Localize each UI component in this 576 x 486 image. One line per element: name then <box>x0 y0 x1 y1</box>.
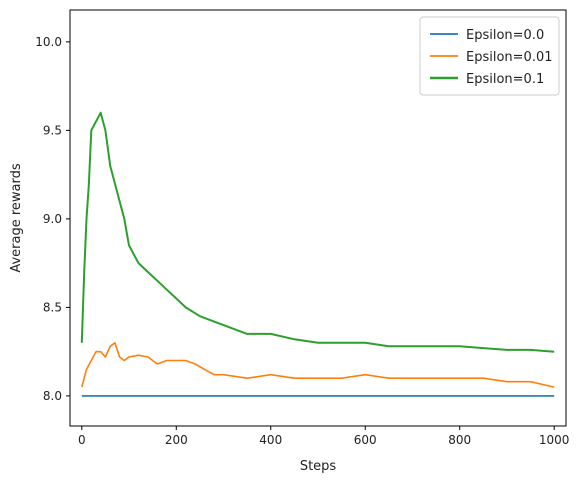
legend: Epsilon=0.0 Epsilon=0.01 Epsilon=0.1 <box>420 17 559 95</box>
legend-label: Epsilon=0.1 <box>466 72 544 87</box>
y-tick-label: 10.0 <box>35 35 62 49</box>
y-tick-label: 8.0 <box>43 389 62 403</box>
series-line-epsilon-0-1 <box>82 113 554 352</box>
series-line-epsilon-0-01 <box>82 343 554 387</box>
legend-label: Epsilon=0.01 <box>466 50 553 65</box>
y-axis-ticks: 8.0 8.5 9.0 9.5 10.0 <box>35 35 70 403</box>
x-tick-label: 400 <box>259 433 282 447</box>
legend-label: Epsilon=0.0 <box>466 28 544 43</box>
x-tick-label: 600 <box>354 433 377 447</box>
plot-lines <box>82 113 554 396</box>
y-tick-label: 9.0 <box>43 212 62 226</box>
y-tick-label: 8.5 <box>43 300 62 314</box>
x-axis-ticks: 0 200 400 600 800 1000 <box>78 426 569 447</box>
x-tick-label: 200 <box>165 433 188 447</box>
y-tick-label: 9.5 <box>43 123 62 137</box>
x-tick-label: 0 <box>78 433 86 447</box>
x-axis-title: Steps <box>300 459 337 474</box>
x-tick-label: 1000 <box>539 433 570 447</box>
x-tick-label: 800 <box>448 433 471 447</box>
y-axis-title: Average rewards <box>9 163 24 273</box>
